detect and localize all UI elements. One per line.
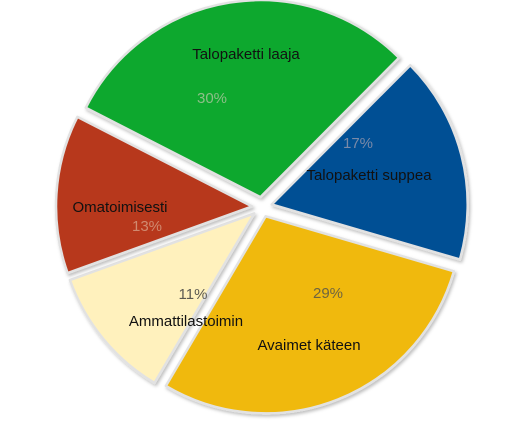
slice-percent-label: 30% (197, 90, 227, 107)
slice-percent-label: 17% (343, 135, 373, 152)
pie-slice-talopaketti-suppea (270, 63, 469, 261)
slice-percent-label: 29% (313, 285, 343, 302)
pie-slice-talopaketti-laaja (84, 0, 401, 199)
slice-percent-label: 13% (132, 218, 162, 235)
slice-label: Omatoimisesti (72, 199, 167, 216)
slice-percent-label: 11% (179, 286, 208, 303)
pie-slices (54, 0, 469, 415)
pie-slice-avaimet-käteen (164, 215, 456, 415)
pie-slice-ammattilastoimin (68, 212, 256, 385)
slice-label: Ammattilastoimin (129, 313, 243, 330)
pie-labels: Talopaketti suppea 17% Avaimet käteen 29% Am… (72, 46, 432, 354)
slice-label: Talopaketti laaja (192, 46, 300, 63)
slice-label: Talopaketti suppea (306, 167, 432, 184)
pie-slice-omatoimisesti (54, 115, 254, 275)
slice-label: Avaimet käteen (257, 337, 360, 354)
